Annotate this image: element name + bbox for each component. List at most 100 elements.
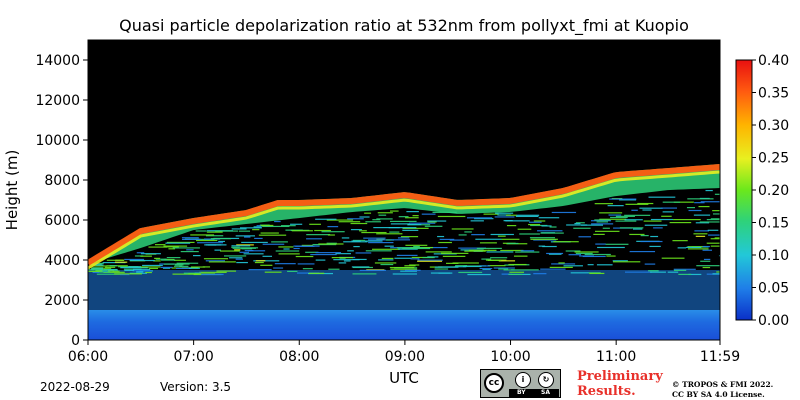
streak [528,223,541,226]
colorbar-tick-label: 0.25 [758,151,789,167]
streak [505,214,517,216]
streak [315,218,337,220]
streak [88,269,95,271]
streak [208,261,236,263]
streak [352,239,366,242]
streak [589,272,605,275]
streak [244,236,251,238]
streak [262,225,290,228]
colorbar [735,59,753,321]
streak [530,224,548,227]
streak [308,272,325,274]
preliminary-line-2: Results. [577,384,636,399]
streak [283,248,290,250]
streak [437,235,445,238]
streak [318,243,344,245]
streak [672,240,688,242]
streak [314,229,331,232]
streak [368,241,394,244]
streak [248,250,266,252]
streak [148,246,168,248]
streak [232,247,256,249]
streak [326,219,354,221]
streak [455,265,468,267]
streak [479,267,493,270]
x-axis-label: UTC [389,369,419,387]
streak [488,249,497,251]
streak [373,227,400,229]
streak [439,238,455,241]
streak [458,247,486,249]
y-tick-label: 10000 [35,133,80,149]
streak [353,245,360,248]
streak [650,218,674,221]
streak [99,271,111,273]
streak [695,222,710,224]
streak [687,248,709,250]
streak [487,259,502,261]
version-label: Version: 3.5 [160,380,232,394]
streak [260,224,274,227]
streak [648,270,659,272]
streak [551,263,576,265]
streak [579,255,595,257]
streak [229,257,243,259]
streak [619,199,637,201]
streak [565,250,581,252]
streak [410,258,420,260]
streak [710,245,720,247]
streak [153,260,161,262]
streak [132,268,151,270]
streak [92,271,100,273]
streak [402,227,429,229]
streak [260,264,273,266]
streak [642,209,652,211]
streak [254,261,264,264]
streak [513,255,528,257]
streak [238,230,251,232]
x-axis: 06:00 07:00 08:00 09:00 10:00 11:00 11:59 [68,340,740,365]
streak [619,227,644,229]
colorbar-tick-label: 0.30 [758,118,789,134]
streak [326,242,337,244]
streak [275,250,300,252]
colorbar-tick-label: 0.10 [758,248,789,264]
streak [508,263,527,266]
streak [103,271,125,273]
streak [546,252,564,255]
colorbar-axis: 0.00 0.05 0.10 0.15 0.20 0.25 0.30 0.35 0.40 [752,53,789,329]
streak [305,251,319,253]
streak [235,258,243,260]
streak [347,218,364,220]
streak [596,221,608,223]
streak [293,245,320,247]
streak [409,222,436,224]
streak [519,233,540,235]
streak [142,264,163,267]
streak [338,262,347,264]
streak [588,272,601,274]
streak [702,249,713,251]
streak [243,253,264,255]
plot-frame [87,39,721,341]
streak [662,211,674,213]
streak [438,241,452,244]
streak [359,216,370,218]
streak-group [88,189,720,276]
streak [91,268,103,270]
streak [402,247,431,250]
streak [114,261,128,263]
streak [335,253,351,255]
streak [678,273,692,275]
streak [374,262,397,264]
streak [100,269,118,271]
streak [119,273,130,276]
streak [124,269,135,271]
streak [451,228,474,230]
streak [570,272,589,274]
sa-label: SA [541,389,550,396]
streak [179,265,189,267]
y-tick-label: 12000 [35,93,80,109]
streak [515,215,539,218]
streak [602,227,610,229]
